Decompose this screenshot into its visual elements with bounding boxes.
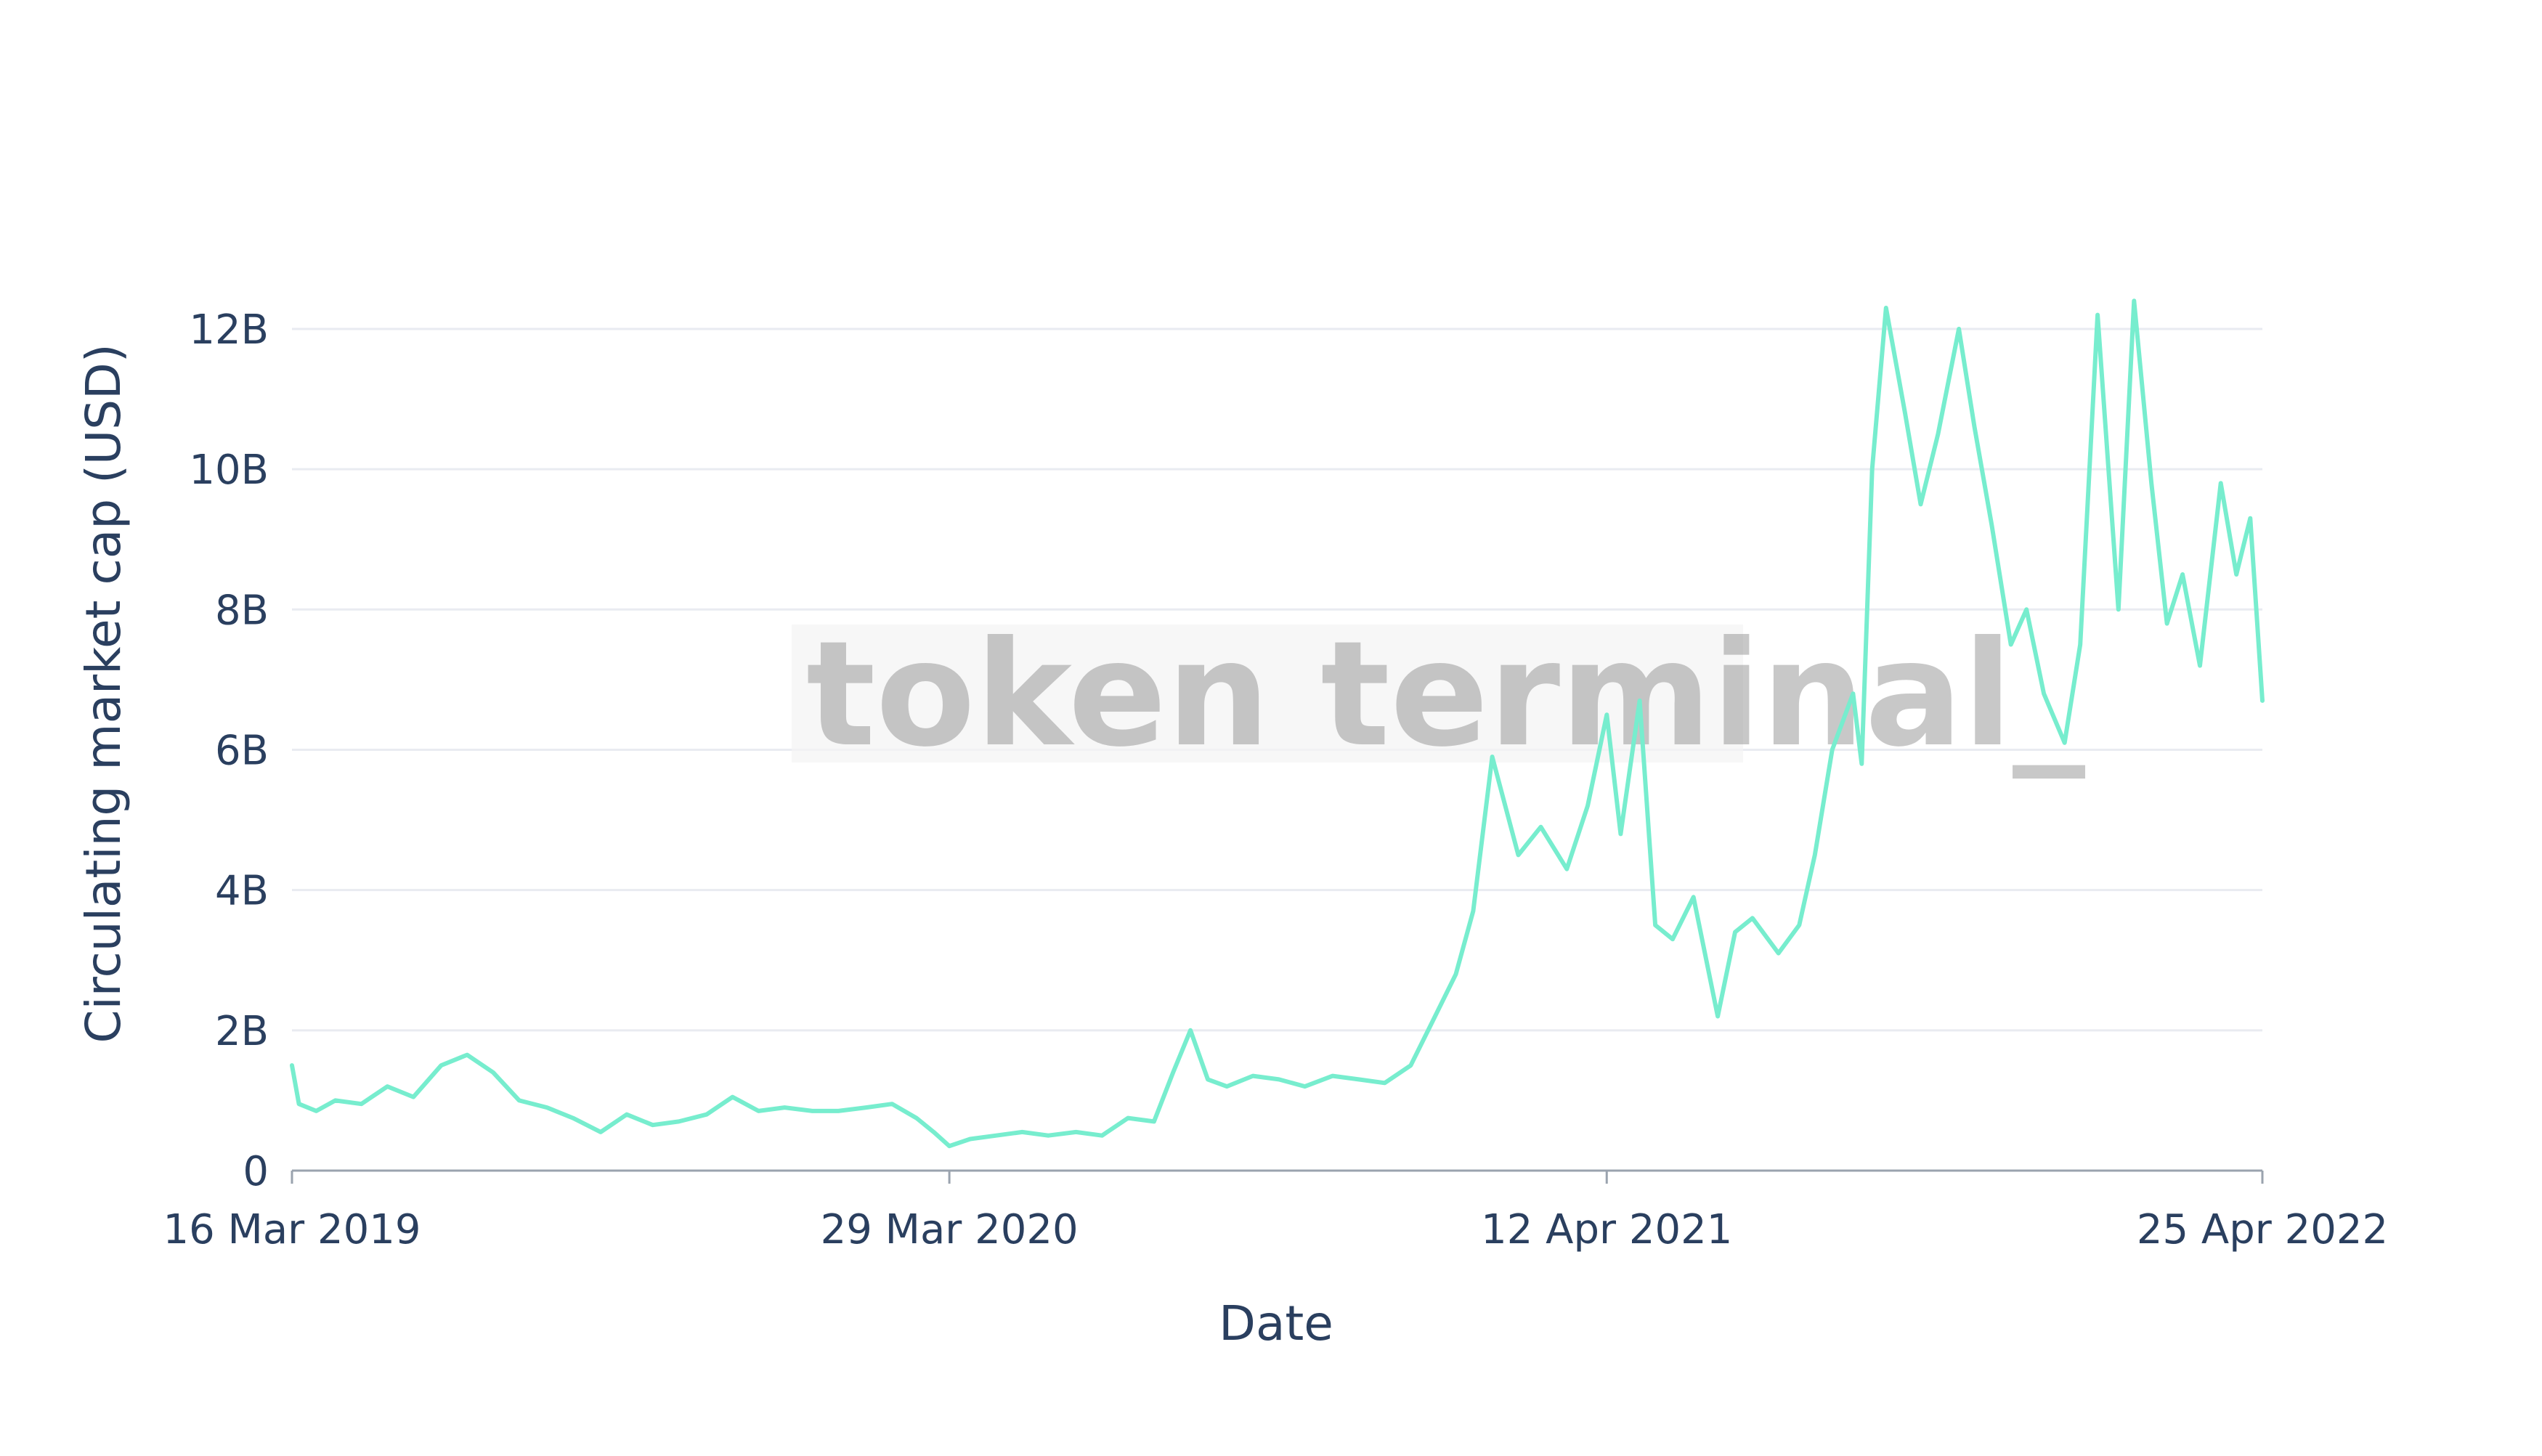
watermark: token terminal_ [792, 610, 2085, 779]
x-tick-labels: 16 Mar 2019 29 Mar 2020 12 Apr 2021 25 Apr … [163, 1206, 2388, 1253]
y-tick-label-12B: 12B [189, 306, 269, 354]
y-axis-title: Circulating market cap (USD) [76, 343, 131, 1043]
watermark-text: token terminal_ [806, 610, 2085, 779]
y-tick-label-0: 0 [243, 1148, 269, 1195]
y-tick-labels: 0 2B 4B 6B 8B 10B 12B [189, 306, 269, 1195]
y-tick-label-4B: 4B [215, 868, 269, 915]
y-tick-label-8B: 8B [215, 587, 269, 634]
watermark-background [792, 625, 1743, 762]
x-tick-label-0: 16 Mar 2019 [163, 1206, 421, 1253]
y-tick-label-2B: 2B [215, 1008, 269, 1055]
axes [291, 1169, 2264, 1184]
series-line-0 [290, 298, 2265, 1149]
x-tick-label-3: 25 Apr 2022 [2137, 1206, 2388, 1253]
x-axis-title: Date [1219, 1296, 1333, 1351]
x-tick-label-2: 12 Apr 2021 [1481, 1206, 1732, 1253]
y-tick-label-10B: 10B [189, 447, 269, 494]
x-tick-label-1: 29 Mar 2020 [821, 1206, 1079, 1253]
series-lines [290, 298, 2265, 1149]
y-tick-label-6B: 6B [215, 727, 269, 774]
